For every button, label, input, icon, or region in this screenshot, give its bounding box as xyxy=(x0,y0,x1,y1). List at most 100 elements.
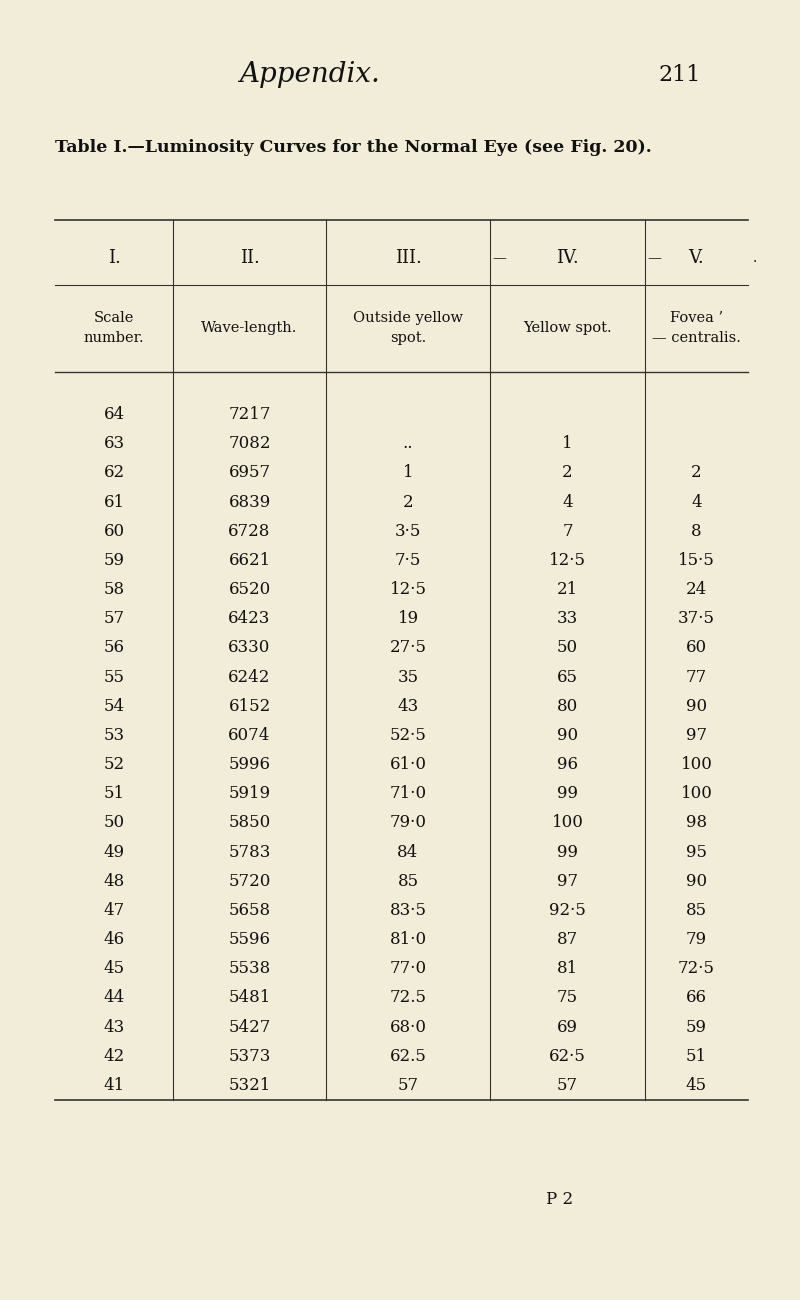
Text: 6728: 6728 xyxy=(228,523,270,540)
Text: 7·5: 7·5 xyxy=(395,552,421,569)
Text: 3·5: 3·5 xyxy=(395,523,421,540)
Text: 62·5: 62·5 xyxy=(549,1048,586,1065)
Text: 44: 44 xyxy=(103,989,125,1006)
Text: 49: 49 xyxy=(103,844,125,861)
Text: 12·5: 12·5 xyxy=(549,552,586,569)
Text: 55: 55 xyxy=(103,668,125,685)
Text: 90: 90 xyxy=(686,872,707,889)
Text: 6330: 6330 xyxy=(228,640,270,656)
Text: 15·5: 15·5 xyxy=(678,552,715,569)
Text: 77·0: 77·0 xyxy=(390,961,426,978)
Text: 80: 80 xyxy=(557,698,578,715)
Text: 50: 50 xyxy=(557,640,578,656)
Text: 6074: 6074 xyxy=(228,727,270,744)
Text: 60: 60 xyxy=(103,523,125,540)
Text: 63: 63 xyxy=(103,436,125,452)
Text: 62.5: 62.5 xyxy=(390,1048,426,1065)
Text: 7217: 7217 xyxy=(228,406,270,423)
Text: 6839: 6839 xyxy=(228,494,270,511)
Text: 5720: 5720 xyxy=(228,872,270,889)
Text: 52: 52 xyxy=(103,757,125,773)
Text: 37·5: 37·5 xyxy=(678,610,715,628)
Text: 85: 85 xyxy=(398,872,418,889)
Text: 99: 99 xyxy=(557,844,578,861)
Text: 95: 95 xyxy=(686,844,707,861)
Text: 81·0: 81·0 xyxy=(390,931,426,948)
Text: 6242: 6242 xyxy=(228,668,270,685)
Text: 97: 97 xyxy=(557,872,578,889)
Text: Wave-length.: Wave-length. xyxy=(202,321,298,335)
Text: 5481: 5481 xyxy=(228,989,270,1006)
Text: 66: 66 xyxy=(686,989,707,1006)
Text: —: — xyxy=(647,251,661,265)
Text: 41: 41 xyxy=(103,1076,125,1093)
Text: 83·5: 83·5 xyxy=(390,902,426,919)
Text: 51: 51 xyxy=(103,785,125,802)
Text: 52·5: 52·5 xyxy=(390,727,426,744)
Text: 58: 58 xyxy=(103,581,125,598)
Text: .: . xyxy=(753,251,758,265)
Text: P 2: P 2 xyxy=(546,1192,574,1209)
Text: III.: III. xyxy=(394,250,422,266)
Text: 85: 85 xyxy=(686,902,707,919)
Text: 6621: 6621 xyxy=(228,552,270,569)
Text: 5783: 5783 xyxy=(228,844,270,861)
Text: Outside yellow
spot.: Outside yellow spot. xyxy=(353,311,463,344)
Text: 100: 100 xyxy=(551,814,583,832)
Text: 42: 42 xyxy=(103,1048,125,1065)
Text: 72.5: 72.5 xyxy=(390,989,426,1006)
Text: 5321: 5321 xyxy=(228,1076,270,1093)
Text: 27·5: 27·5 xyxy=(390,640,426,656)
Text: 45: 45 xyxy=(686,1076,707,1093)
Text: 5373: 5373 xyxy=(228,1048,270,1065)
Text: 99: 99 xyxy=(557,785,578,802)
Text: 5658: 5658 xyxy=(229,902,270,919)
Text: 75: 75 xyxy=(557,989,578,1006)
Text: 48: 48 xyxy=(103,872,125,889)
Text: 5596: 5596 xyxy=(229,931,270,948)
Text: 7: 7 xyxy=(562,523,573,540)
Text: Appendix.: Appendix. xyxy=(239,61,381,88)
Text: 2: 2 xyxy=(691,464,702,481)
Text: 43: 43 xyxy=(398,698,418,715)
Text: 97: 97 xyxy=(686,727,707,744)
Text: 6423: 6423 xyxy=(228,610,270,628)
Text: 65: 65 xyxy=(557,668,578,685)
Text: 5919: 5919 xyxy=(229,785,270,802)
Text: 62: 62 xyxy=(103,464,125,481)
Text: 98: 98 xyxy=(686,814,707,832)
Text: 54: 54 xyxy=(103,698,125,715)
Text: 4: 4 xyxy=(691,494,702,511)
Text: 8: 8 xyxy=(691,523,702,540)
Text: 92·5: 92·5 xyxy=(549,902,586,919)
Text: IV.: IV. xyxy=(556,250,579,266)
Text: 64: 64 xyxy=(103,406,125,423)
Text: 56: 56 xyxy=(103,640,125,656)
Text: 5427: 5427 xyxy=(228,1019,270,1036)
Text: —: — xyxy=(492,251,506,265)
Text: 57: 57 xyxy=(557,1076,578,1093)
Text: 12·5: 12·5 xyxy=(390,581,426,598)
Text: Table I.—Luminosity Curves for the Normal Eye (see Fig. 20).: Table I.—Luminosity Curves for the Norma… xyxy=(55,139,652,156)
Text: 24: 24 xyxy=(686,581,707,598)
Text: 81: 81 xyxy=(557,961,578,978)
Text: 6520: 6520 xyxy=(228,581,270,598)
Text: 59: 59 xyxy=(103,552,125,569)
Text: 6152: 6152 xyxy=(228,698,270,715)
Text: 21: 21 xyxy=(557,581,578,598)
Text: 5538: 5538 xyxy=(228,961,270,978)
Text: 68·0: 68·0 xyxy=(390,1019,426,1036)
Text: 35: 35 xyxy=(398,668,418,685)
Text: 59: 59 xyxy=(686,1019,707,1036)
Text: 45: 45 xyxy=(103,961,125,978)
Text: 50: 50 xyxy=(103,814,125,832)
Text: 51: 51 xyxy=(686,1048,707,1065)
Text: 19: 19 xyxy=(398,610,418,628)
Text: 53: 53 xyxy=(103,727,125,744)
Text: II.: II. xyxy=(239,250,259,266)
Text: 96: 96 xyxy=(557,757,578,773)
Text: Fovea ’
— centralis.: Fovea ’ — centralis. xyxy=(652,311,741,344)
Text: 57: 57 xyxy=(103,610,125,628)
Text: 5850: 5850 xyxy=(228,814,270,832)
Text: Scale
number.: Scale number. xyxy=(84,311,144,344)
